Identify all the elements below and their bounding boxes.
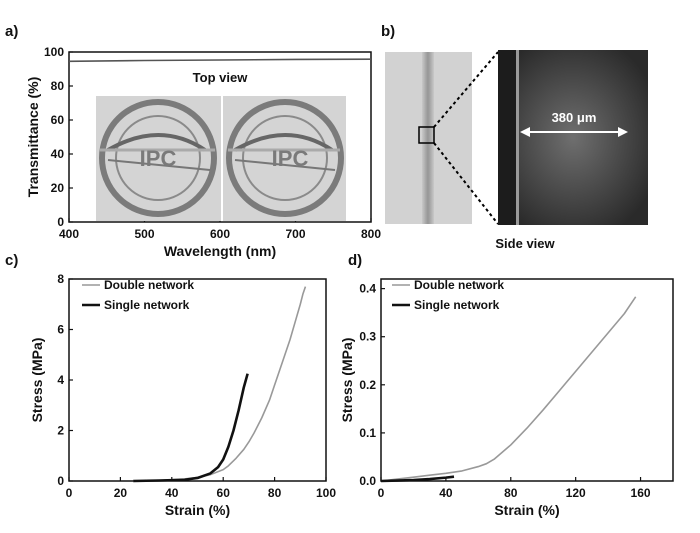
zoom-line-top [433, 51, 499, 128]
y-tick-label: 0 [57, 215, 64, 229]
series-line-double-network [380, 296, 637, 482]
x-tick-label: 160 [631, 486, 651, 500]
x-axis-title: Strain (%) [165, 502, 230, 518]
chart-c-stress-strain: 0 20 40 60 80 100 0 2 4 6 8 Strain (%) Stress (MPa) D… [29, 272, 336, 518]
y-tick-label: 8 [57, 272, 64, 286]
y-tick-label: 40 [51, 147, 65, 161]
series-line-single-network [133, 373, 249, 483]
sample-edge-stripe [422, 52, 434, 224]
x-axis-title: Wavelength (nm) [164, 243, 276, 259]
micrograph-dark-edge [498, 50, 516, 225]
micrograph-bright-boundary [516, 50, 519, 225]
top-view-photos: IPC IPC [96, 96, 346, 221]
series-line-transmittance [68, 58, 372, 63]
side-view-micrograph [498, 50, 648, 225]
x-tick-label: 80 [504, 486, 518, 500]
series-line-single-network [380, 475, 455, 483]
scale-arrow-left-head [520, 127, 530, 137]
x-tick-label: 60 [217, 486, 231, 500]
chart-d-stress-strain: 0 40 80 120 160 0.0 0.1 0.2 0.3 0.4 Strain (%) Stre… [339, 278, 674, 518]
y-tick-label: 0.0 [359, 474, 376, 488]
y-tick-label: 80 [51, 79, 65, 93]
y-tick-label: 100 [44, 45, 64, 59]
panel-letter-a: a) [5, 23, 18, 40]
x-tick-label: 100 [316, 486, 336, 500]
zoom-region-box [418, 126, 435, 144]
x-tick-label: 800 [361, 227, 381, 241]
legend-label: Double network [414, 278, 504, 292]
scale-label: 380 μm [552, 110, 597, 125]
y-tick-label: 0 [57, 474, 64, 488]
x-tick-label: 500 [134, 227, 154, 241]
y-axis-title: Stress (MPa) [29, 338, 45, 423]
y-tick-label: 6 [57, 323, 64, 337]
plot-frame [380, 278, 674, 482]
logo-right: IPC [226, 99, 344, 217]
zoom-line-bottom [433, 142, 499, 225]
logo-left-text: IPC [140, 146, 177, 171]
y-axis-title: Transmittance (%) [25, 77, 41, 198]
panel-letter-c: c) [5, 252, 18, 269]
panel-letter-b: b) [381, 23, 395, 40]
legend-label: Single network [414, 298, 500, 312]
y-tick-label: 0.3 [359, 330, 376, 344]
y-tick-label: 20 [51, 181, 65, 195]
x-axis-title: Strain (%) [494, 502, 559, 518]
chart-a-transmittance: 400 500 600 700 800 0 20 40 60 80 100 Wavelength (n… [25, 45, 381, 259]
logo-right-text: IPC [272, 146, 309, 171]
panel-letter-d: d) [348, 252, 362, 269]
x-tick-label: 400 [59, 227, 79, 241]
x-tick-label: 0 [378, 486, 385, 500]
photo-divider [221, 96, 223, 221]
legend-label: Double network [104, 278, 194, 292]
top-view-label: Top view [193, 70, 249, 85]
y-axis-title: Stress (MPa) [339, 338, 355, 423]
series-line-double-network [133, 286, 307, 482]
side-view-label: Side view [495, 236, 555, 251]
x-tick-label: 20 [114, 486, 128, 500]
x-tick-label: 120 [566, 486, 586, 500]
x-tick-label: 40 [165, 486, 179, 500]
y-tick-label: 0.4 [359, 282, 376, 296]
legend-label: Single network [104, 298, 190, 312]
x-tick-label: 80 [268, 486, 282, 500]
y-tick-label: 4 [57, 373, 64, 387]
x-tick-label: 700 [285, 227, 305, 241]
x-tick-label: 0 [66, 486, 73, 500]
y-tick-label: 0.2 [359, 378, 376, 392]
x-tick-label: 600 [210, 227, 230, 241]
y-tick-label: 60 [51, 113, 65, 127]
logo-left: IPC [99, 99, 217, 217]
y-tick-label: 2 [57, 424, 64, 438]
y-tick-label: 0.1 [359, 426, 376, 440]
panel-b-photo: 380 μm [385, 50, 648, 225]
scale-arrow-right-head [618, 127, 628, 137]
x-tick-label: 40 [439, 486, 453, 500]
